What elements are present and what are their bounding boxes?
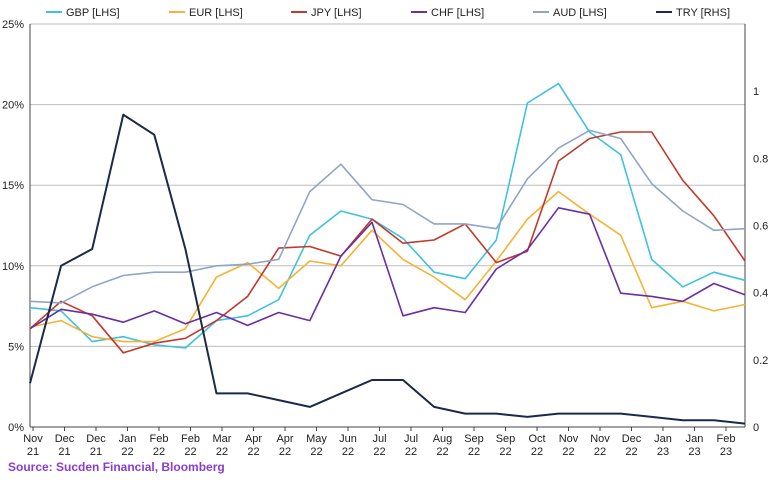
x-tick-month: Dec xyxy=(86,433,106,445)
x-tick-year: 22 xyxy=(121,446,133,458)
left-tick-label: 5% xyxy=(8,341,24,353)
series-line-jpy xyxy=(29,131,746,354)
x-tick-month: Jan xyxy=(686,433,704,445)
legend-item-eur: EUR [LHS] xyxy=(169,7,243,19)
right-tick-label: 0.6 xyxy=(753,221,768,233)
x-tick-year: 22 xyxy=(405,446,417,458)
grid-lines xyxy=(30,23,745,428)
right-tick-label: 0.8 xyxy=(753,153,768,165)
x-tick-year: 23 xyxy=(657,446,669,458)
x-tick-month: Oct xyxy=(528,433,545,445)
x-tick-month: Mar xyxy=(213,433,232,445)
legend-label: CHF [LHS] xyxy=(431,7,484,19)
right-tick-label: 0 xyxy=(753,422,759,434)
series-line-aud xyxy=(29,129,746,304)
x-tick-month: Jan xyxy=(119,433,137,445)
x-tick-year: 21 xyxy=(90,446,102,458)
source-note: Source: Sucden Financial, Bloomberg xyxy=(8,460,225,474)
x-tick-year: 23 xyxy=(688,446,700,458)
series-line-try xyxy=(29,113,746,425)
x-tick-year: 22 xyxy=(594,446,606,458)
x-tick-year: 22 xyxy=(531,446,543,458)
x-tick-month: Apr xyxy=(276,433,293,445)
x-tick-month: Dec xyxy=(55,433,75,445)
x-tick-month: Dec xyxy=(622,433,642,445)
legend-item-gbp: GBP [LHS] xyxy=(46,7,120,19)
x-tick-year: 22 xyxy=(153,446,165,458)
right-tick-label: 1 xyxy=(753,86,759,98)
x-tick-year: 22 xyxy=(310,446,322,458)
left-tick-label: 10% xyxy=(2,261,24,273)
x-tick-month: Nov xyxy=(590,433,610,445)
x-tick-month: Sep xyxy=(496,433,516,445)
legend-item-chf: CHF [LHS] xyxy=(411,7,484,19)
x-tick-month: Jun xyxy=(339,433,357,445)
right-axis: 0 0.2 0.4 0.6 0.8 1 xyxy=(744,24,768,434)
x-tick-month: Sep xyxy=(464,433,484,445)
x-tick-year: 22 xyxy=(625,446,637,458)
x-tick-year: 22 xyxy=(468,446,480,458)
x-tick-year: 23 xyxy=(720,446,732,458)
x-tick-year: 22 xyxy=(216,446,228,458)
x-tick-month: Feb xyxy=(150,433,169,445)
left-tick-label: 25% xyxy=(2,19,24,31)
x-tick-month: Apr xyxy=(245,433,262,445)
x-tick-year: 22 xyxy=(279,446,291,458)
legend-label: JPY [LHS] xyxy=(311,7,362,19)
left-tick-label: 20% xyxy=(2,100,24,112)
legend-label: GBP [LHS] xyxy=(66,7,120,19)
right-tick-label: 0.2 xyxy=(753,355,768,367)
series-lines xyxy=(29,82,746,425)
series-line-eur xyxy=(29,190,746,343)
x-tick-month: Jul xyxy=(404,433,418,445)
legend-item-jpy: JPY [LHS] xyxy=(291,7,362,19)
x-tick-year: 22 xyxy=(342,446,354,458)
x-tick-month: Feb xyxy=(181,433,200,445)
x-tick-month: Nov xyxy=(559,433,579,445)
legend-label: TRY [RHS] xyxy=(676,7,730,19)
x-tick-month: Nov xyxy=(23,433,43,445)
right-tick-label: 0.4 xyxy=(753,288,768,300)
x-tick-month: May xyxy=(306,433,327,445)
x-tick-month: Feb xyxy=(717,433,736,445)
left-axis: 0% 5% 10% 15% 20% 25% xyxy=(2,19,31,434)
left-tick-label: 0% xyxy=(8,422,24,434)
legend-label: EUR [LHS] xyxy=(189,7,243,19)
x-tick-year: 21 xyxy=(58,446,70,458)
x-tick-year: 22 xyxy=(499,446,511,458)
series-line-gbp xyxy=(29,82,746,349)
legend-label: AUD [LHS] xyxy=(553,7,607,19)
legend-item-aud: AUD [LHS] xyxy=(533,7,607,19)
series-line-chf xyxy=(29,207,746,330)
left-tick-label: 15% xyxy=(2,180,24,192)
x-tick-month: Jul xyxy=(372,433,386,445)
x-tick-year: 22 xyxy=(562,446,574,458)
x-tick-year: 22 xyxy=(184,446,196,458)
x-tick-month: Aug xyxy=(433,433,453,445)
x-tick-year: 22 xyxy=(436,446,448,458)
x-tick-year: 21 xyxy=(27,446,39,458)
legend-item-try: TRY [RHS] xyxy=(656,7,730,19)
legend: GBP [LHS] EUR [LHS] JPY [LHS] CHF [LHS] AUD … xyxy=(46,7,730,19)
x-axis: Nov21Dec21Dec21Jan22Feb22Feb22Mar22Apr22… xyxy=(23,426,745,458)
x-tick-month: Jan xyxy=(654,433,672,445)
x-tick-year: 22 xyxy=(247,446,259,458)
x-tick-year: 22 xyxy=(373,446,385,458)
